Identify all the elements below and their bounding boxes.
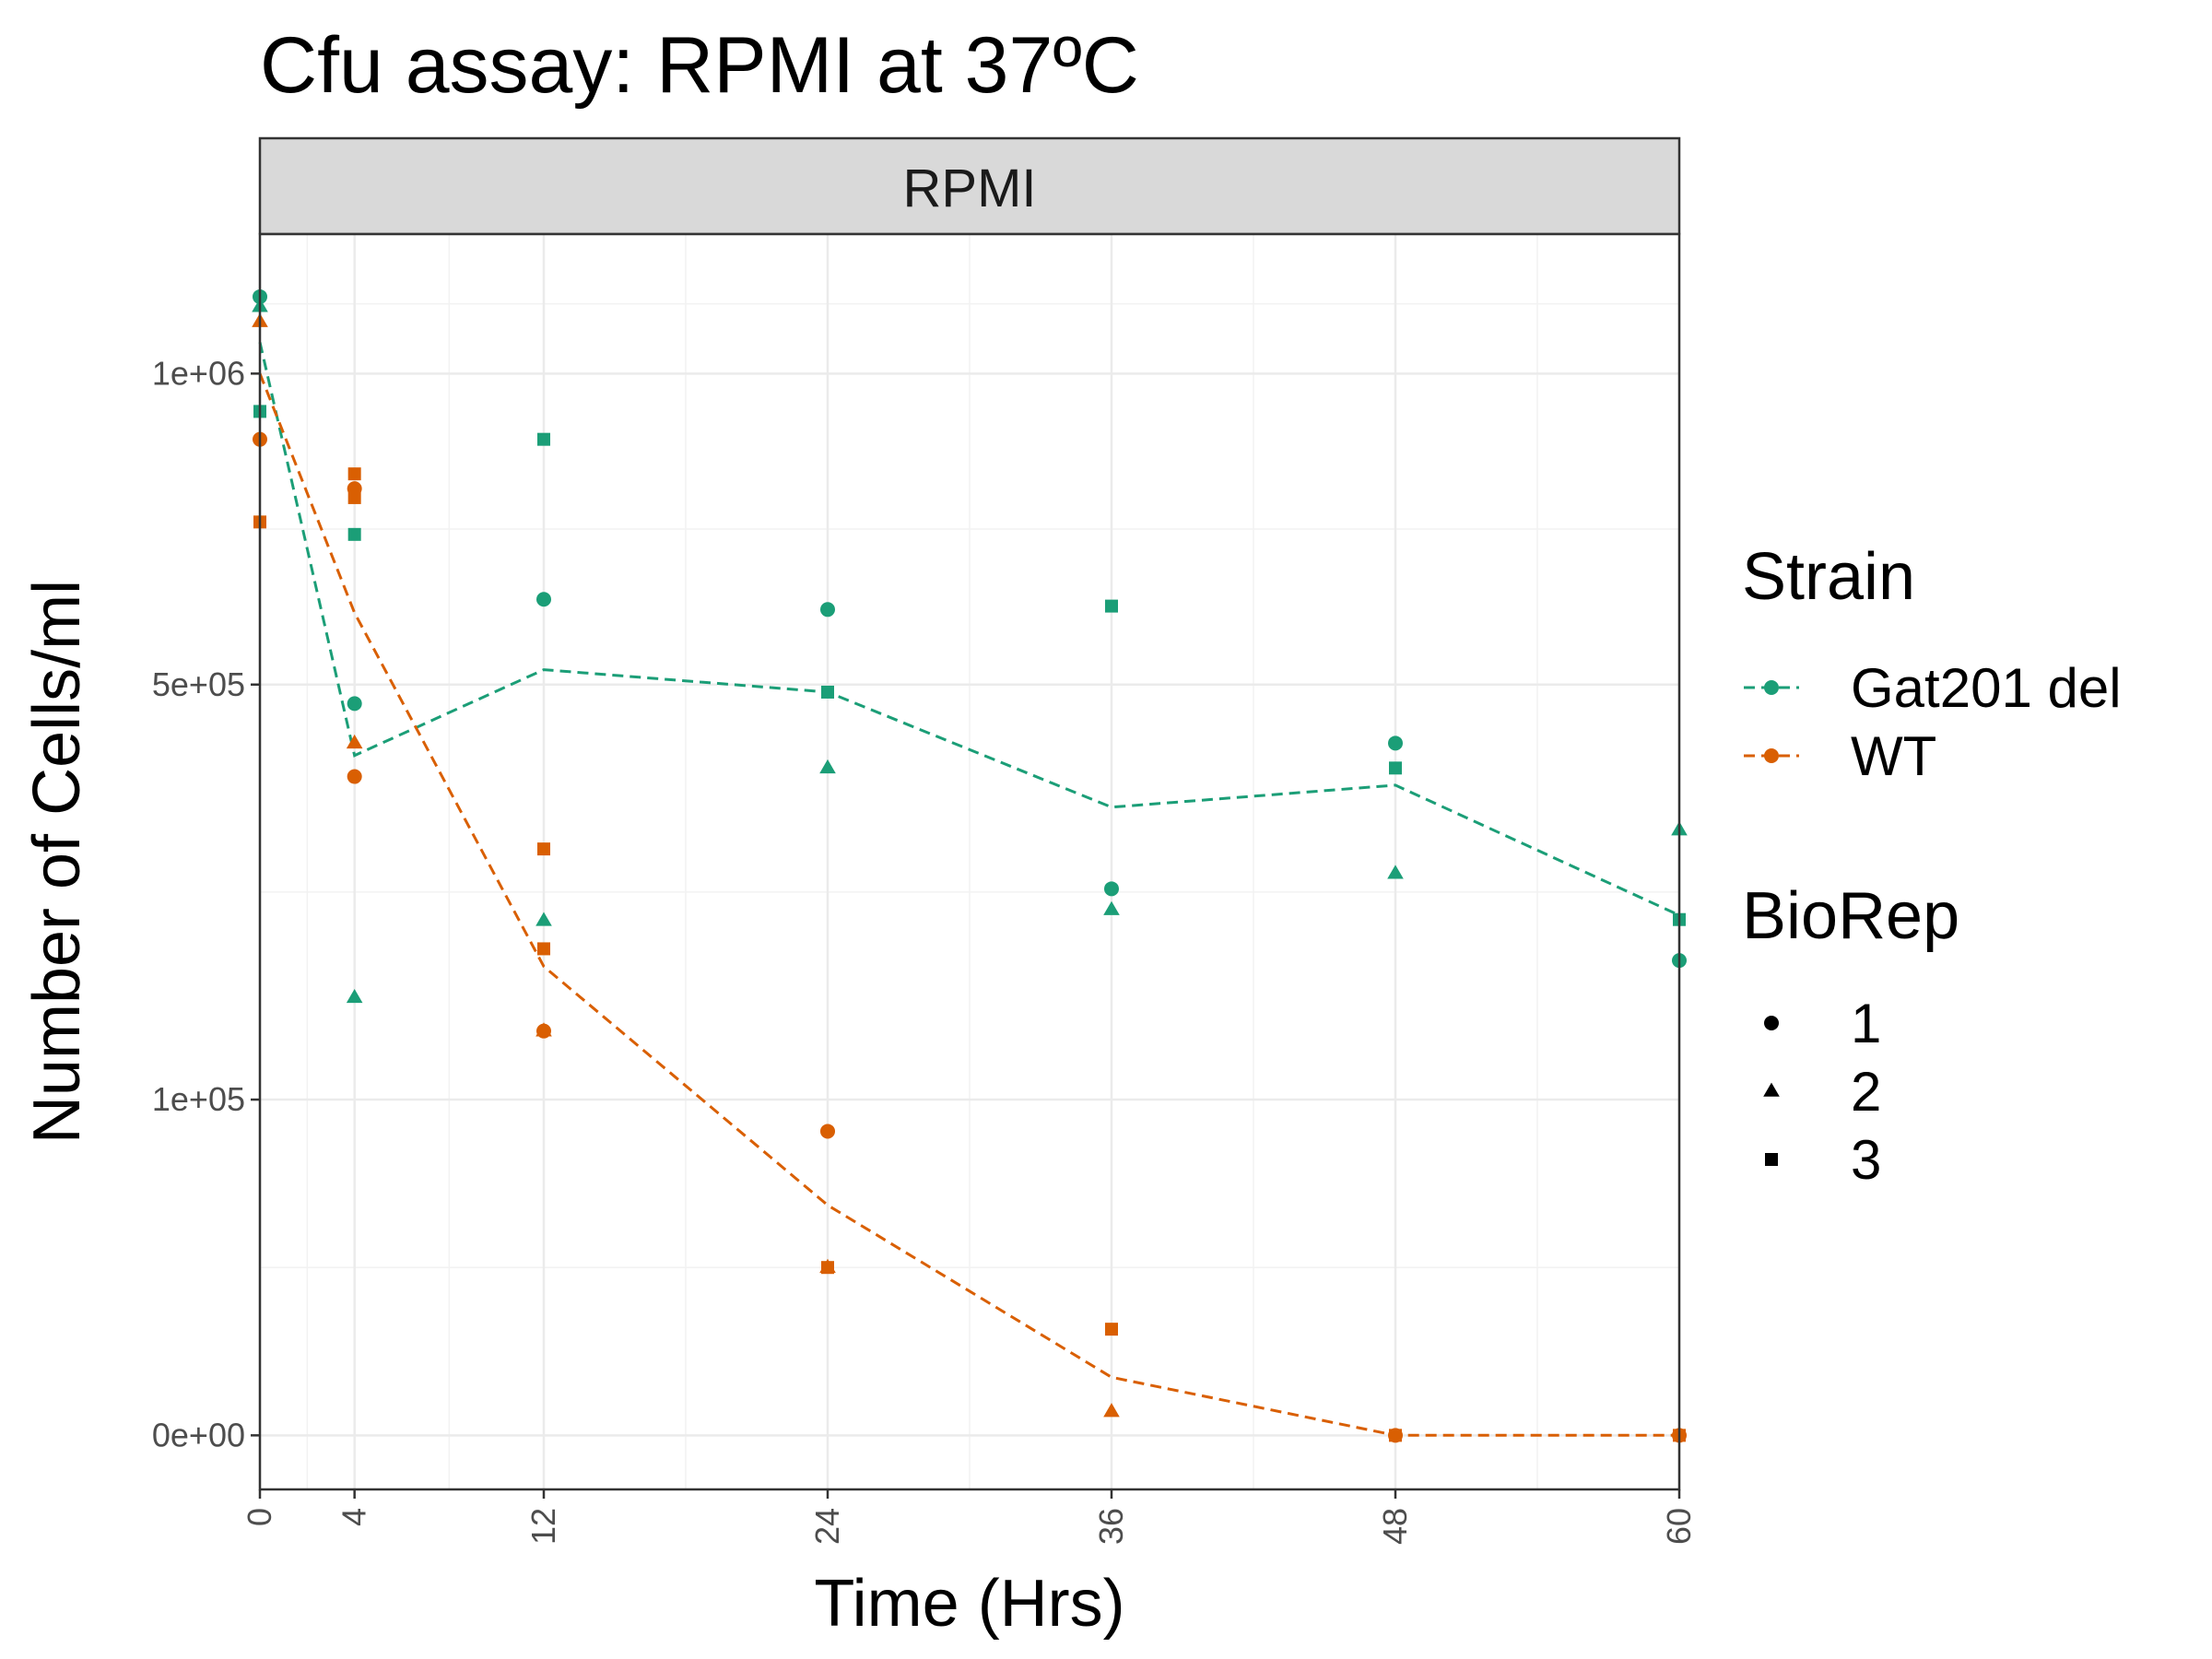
x-axis-ticks: 0 4 12 24 36 48 60: [241, 1489, 1698, 1545]
minor-gridlines: [260, 234, 1679, 1489]
plot-title: Cfu assay: RPMI at 37ºC: [260, 21, 1139, 110]
legend-key-shape-1: [1764, 1016, 1779, 1030]
legend-label-wt: WT: [1851, 725, 1936, 787]
data-points: [252, 288, 1688, 1443]
legend-label-rep-1: 1: [1851, 993, 1881, 1054]
legend-key-shape-3: [1765, 1153, 1778, 1166]
data-point-gat201-rep1: [1388, 735, 1403, 751]
y-tick-label: 1e+06: [152, 354, 245, 392]
data-point-gat201-rep3: [537, 432, 550, 446]
data-point-wt-rep3: [1389, 1429, 1402, 1442]
legend-label-gat201: Gat201 del: [1851, 657, 2122, 719]
legend-key-point-wt: [1764, 748, 1779, 763]
y-tick-label: 5e+05: [152, 665, 245, 703]
data-point-wt-rep1: [820, 1124, 835, 1139]
x-tick-label: 4: [335, 1508, 373, 1526]
data-point-wt-rep3: [537, 942, 550, 956]
data-point-wt-rep3: [347, 467, 361, 481]
plot-panel: [252, 232, 1688, 1491]
data-point-wt-rep3: [821, 1261, 834, 1275]
data-point-gat201-rep2: [346, 988, 363, 1004]
legend-title-biorep: BioRep: [1742, 879, 1959, 953]
data-point-wt-rep3: [347, 490, 361, 504]
data-point-wt-rep3: [1105, 1323, 1118, 1336]
data-point-gat201-rep2: [1103, 900, 1120, 915]
facet-strip-label: RPMI: [903, 159, 1037, 218]
data-point-gat201-rep3: [1105, 599, 1118, 613]
data-point-gat201-rep3: [1389, 761, 1402, 775]
data-point-wt-rep1: [347, 769, 362, 784]
panel-border: [258, 232, 1681, 1491]
data-point-wt-rep2: [346, 734, 363, 749]
data-point-gat201-rep3: [821, 685, 834, 699]
x-tick-label: 0: [241, 1508, 278, 1526]
data-point-gat201-rep1: [820, 602, 835, 618]
x-tick-label: 48: [1376, 1508, 1414, 1545]
legend-biorep-keys: 1 23: [1763, 993, 1881, 1191]
legend-label-rep-2: 2: [1851, 1061, 1881, 1123]
x-axis-title: Time (Hrs): [814, 1567, 1124, 1641]
facet-strip-box: [258, 136, 1681, 236]
data-point-gat201-rep2: [819, 759, 836, 774]
data-point-gat201-rep3: [347, 527, 361, 541]
data-point-wt-rep3: [537, 842, 550, 856]
legend-key-point-gat201: [1764, 680, 1779, 695]
y-tick-label: 0e+00: [152, 1416, 245, 1453]
data-point-gat201-rep2: [535, 912, 552, 926]
y-axis-title: Number of Cells/ml: [20, 580, 94, 1144]
data-point-gat201-rep1: [536, 592, 551, 607]
x-tick-label: 12: [524, 1508, 562, 1545]
data-point-gat201-rep1: [1104, 881, 1119, 897]
data-point-wt-rep2: [535, 1022, 552, 1037]
y-tick-label: 1e+05: [152, 1080, 245, 1118]
data-point-gat201-rep1: [347, 696, 362, 712]
legend-label-rep-3: 3: [1851, 1129, 1881, 1191]
legend-key-shape-2: [1763, 1082, 1780, 1097]
data-point-wt-rep2: [1103, 1403, 1120, 1418]
x-tick-label: 36: [1092, 1508, 1130, 1545]
y-axis-ticks: 0e+00 1e+05 5e+05 1e+06: [152, 354, 260, 1453]
legend-title-strain: Strain: [1742, 540, 1915, 614]
major-gridlines: [258, 234, 1681, 1489]
data-point-gat201-rep2: [1387, 865, 1404, 879]
x-tick-label: 24: [808, 1508, 846, 1545]
x-tick-label: 60: [1660, 1508, 1698, 1545]
facet-strip: RPMI: [258, 136, 1681, 236]
